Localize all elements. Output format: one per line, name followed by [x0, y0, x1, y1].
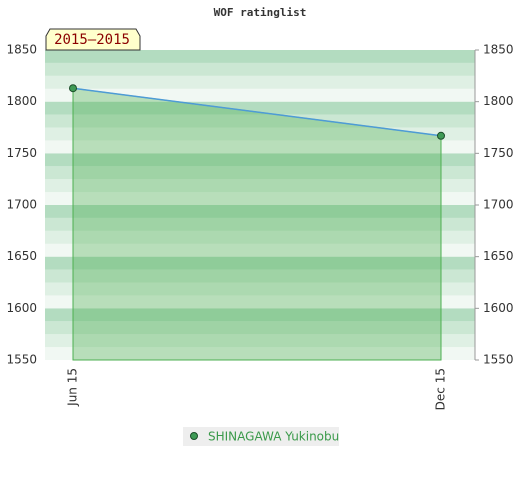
y-tick-label: 1850 [6, 43, 37, 57]
band [45, 114, 475, 128]
band [45, 192, 475, 205]
band [45, 334, 475, 348]
band [45, 308, 475, 322]
band [45, 243, 475, 257]
band [45, 269, 475, 283]
y-tick-label: 1600 [6, 301, 37, 315]
y2-tick-label: 1650 [483, 249, 514, 263]
y2-tick-label: 1800 [483, 94, 514, 108]
band [45, 230, 475, 244]
chart-title: WOF ratinglist [214, 6, 307, 19]
y-tick-label: 1800 [6, 94, 37, 108]
legend-marker [190, 432, 198, 440]
band [45, 295, 475, 309]
marker [437, 131, 445, 140]
band [45, 140, 475, 154]
band [45, 282, 475, 296]
y2-tick-label: 1550 [483, 353, 514, 367]
x-tick-label: Jun 15 [66, 368, 80, 407]
badge-box [45, 28, 141, 51]
band [45, 166, 475, 180]
legend-label: SHINAGAWA Yukinobu [208, 430, 339, 444]
y-tick-label: 1550 [6, 353, 37, 367]
y2-tick-label: 1600 [483, 301, 514, 315]
band [45, 321, 475, 335]
plot [69, 84, 445, 361]
y2-tick-label: 1750 [483, 146, 514, 160]
band [45, 62, 475, 76]
band [45, 347, 475, 360]
y-tick-label: 1650 [6, 249, 37, 263]
x-tick-label: Dec 15 [434, 368, 448, 410]
band [45, 153, 475, 167]
band [45, 127, 475, 141]
plot-background [45, 50, 476, 360]
band [45, 256, 475, 270]
y2-tick-label: 1700 [483, 198, 514, 212]
badge: 2015–2015 [54, 32, 130, 48]
band [45, 217, 475, 231]
marker [69, 84, 77, 93]
y-tick-label: 1750 [6, 146, 37, 160]
band [45, 75, 475, 89]
y-tick-label: 1700 [6, 198, 37, 212]
band [45, 101, 475, 115]
y2-tick-label: 1850 [483, 43, 514, 57]
band [45, 179, 475, 193]
band [45, 50, 475, 63]
legend-box [183, 427, 339, 446]
line [72, 87, 442, 137]
band [45, 205, 475, 218]
